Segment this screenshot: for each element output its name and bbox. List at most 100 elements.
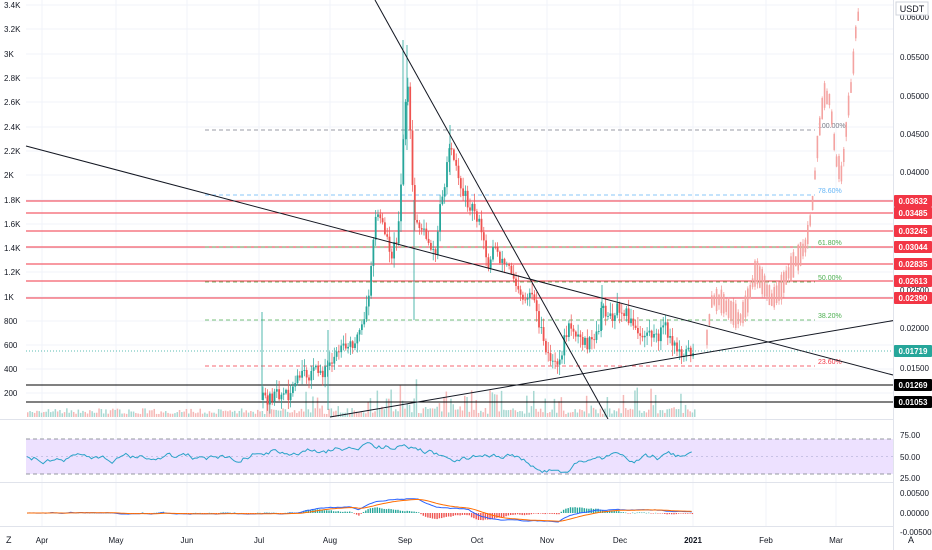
volume-bar (395, 409, 397, 417)
volume-bar (415, 379, 418, 417)
volume-bar (424, 407, 427, 417)
volume-bar (475, 400, 477, 417)
projection-body (792, 252, 795, 278)
candle-body (266, 395, 269, 405)
macd-histogram-bar (227, 512, 229, 513)
time-axis-label: Mar (829, 536, 843, 545)
trendline[interactable] (25, 145, 894, 376)
volume-bar (326, 413, 328, 417)
volume-bar (620, 413, 622, 417)
volume-bar (606, 397, 609, 417)
projection-body (711, 295, 713, 308)
volume-bar (121, 413, 123, 417)
trendlines[interactable] (25, 0, 921, 420)
trendline[interactable] (329, 315, 921, 418)
fib-retracement[interactable]: 100.00%78.60%61.80%50.00%38.20%23.60% (205, 123, 846, 367)
volume-bar (178, 409, 181, 417)
volume-bar (588, 413, 590, 417)
macd-histogram-bar (599, 509, 602, 513)
horizontal-levels[interactable] (26, 200, 893, 403)
candle-body (478, 218, 481, 222)
volume-bar (470, 390, 473, 417)
currency-box[interactable] (895, 1, 929, 16)
volume-bar (650, 388, 652, 417)
volume-bar (29, 411, 31, 417)
volume-bar (631, 409, 634, 417)
projection-body (840, 165, 843, 182)
macd-histogram-bar (661, 513, 664, 514)
zoom-corner-icon[interactable]: Z (6, 535, 12, 545)
macd-histogram-bar (326, 510, 328, 513)
time-axis[interactable]: Apr May Jun Jul Aug Sep Oct Nov Dec 2021 Feb Mar (36, 536, 843, 545)
volume-bar (56, 411, 59, 417)
price-badge-label: 0.02835 (899, 260, 928, 269)
candle-body (464, 190, 467, 196)
volume-bar (31, 412, 34, 417)
projection-body (809, 215, 811, 226)
fib-level-label: 61.80% (818, 240, 842, 247)
projection-body (785, 270, 787, 285)
projection-body (720, 289, 723, 314)
volume-bar (487, 413, 489, 417)
trendline[interactable] (374, 0, 609, 420)
indicator-axes: 75.00 50.00 25.00 0.00500 0.00000 -0.00500 (900, 431, 932, 537)
volume-bar (461, 410, 464, 417)
macd-histogram-bar (420, 513, 422, 515)
macd-histogram-bar (436, 513, 438, 520)
volume-bar (539, 408, 542, 417)
candle-body (660, 327, 662, 342)
candle-body (404, 101, 407, 140)
macd-histogram-bar (615, 511, 618, 513)
candle-body (620, 312, 623, 314)
projection-body (747, 288, 749, 313)
candle-body (653, 333, 655, 338)
volume-bar (84, 411, 86, 417)
candle-body (420, 228, 423, 230)
volume-bar (190, 408, 192, 417)
volume-bar (362, 412, 365, 417)
candle-body (685, 349, 688, 356)
macd-histogram-bar (323, 510, 326, 513)
volume-bar (314, 408, 316, 417)
volume-bar (217, 409, 220, 417)
volume-bar (199, 408, 201, 417)
projection-body (838, 155, 840, 180)
candle-body (494, 247, 497, 248)
volume-bar (608, 408, 611, 417)
macd-histogram-bar (415, 511, 418, 513)
volume-bar (247, 412, 250, 417)
candle-body (604, 305, 607, 317)
macd-histogram-bar (447, 513, 450, 517)
projection-body (735, 303, 737, 328)
volume-bar (579, 409, 581, 417)
volume-bar (418, 413, 420, 417)
volume-bar (466, 396, 468, 417)
auto-scale-button[interactable]: A (908, 535, 914, 545)
volume-bar (309, 412, 312, 417)
price-badge-label: 0.01719 (899, 347, 928, 356)
macd-histogram-bar (613, 510, 615, 513)
macd-axis-tick-label: 0.00000 (900, 509, 929, 518)
macd-histogram-bar (213, 513, 215, 514)
volume-bar (50, 412, 52, 417)
candle-body (630, 318, 632, 324)
macd-histogram-bar (489, 513, 491, 520)
volume-bar (266, 397, 268, 417)
time-axis-label: Aug (323, 536, 337, 545)
volume-bar (677, 409, 680, 417)
volume-bar (599, 408, 602, 417)
volume-bar (263, 413, 266, 417)
projection-body (775, 285, 778, 303)
volume-bar (240, 408, 243, 417)
volume-bar (275, 409, 277, 417)
candle-body (282, 393, 285, 395)
candle-body (331, 362, 333, 364)
macd-histogram-bar (625, 512, 627, 514)
candle-body (547, 352, 550, 354)
volume-bar (530, 406, 533, 417)
macd-histogram-bar (477, 513, 480, 521)
macd-histogram-bar (551, 513, 553, 514)
macd-histogram-bar (413, 511, 415, 513)
currency-label: USDT (900, 4, 925, 14)
